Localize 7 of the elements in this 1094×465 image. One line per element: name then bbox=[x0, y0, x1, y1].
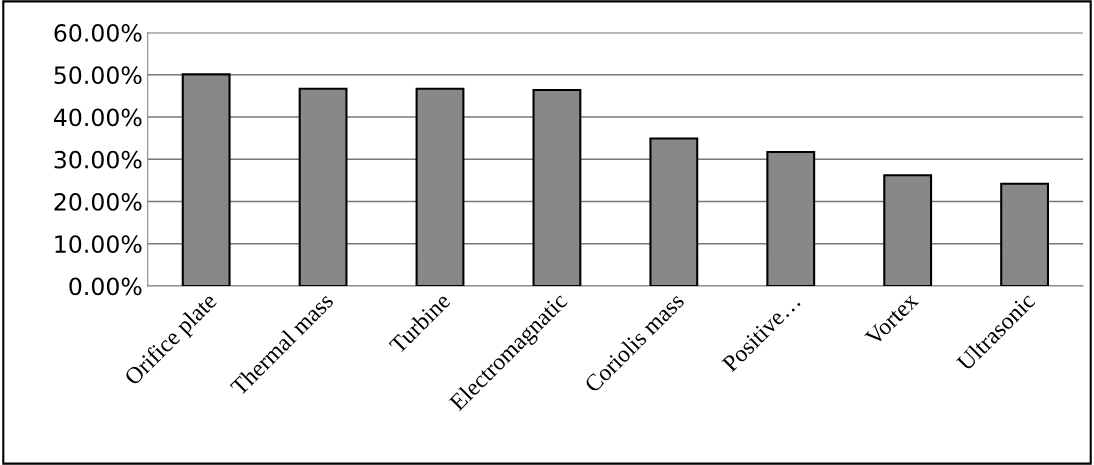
y-tick-label: 40.00% bbox=[53, 108, 142, 127]
y-tick-label: 20.00% bbox=[54, 192, 142, 211]
y-tick-label: 0.00% bbox=[69, 277, 142, 296]
y-tick-label: 60.00% bbox=[54, 24, 142, 42]
y-tick-label: 30.00% bbox=[54, 150, 142, 169]
y-tick-label: 50.00% bbox=[54, 66, 142, 85]
y-tick-label: 10.00% bbox=[55, 235, 142, 254]
